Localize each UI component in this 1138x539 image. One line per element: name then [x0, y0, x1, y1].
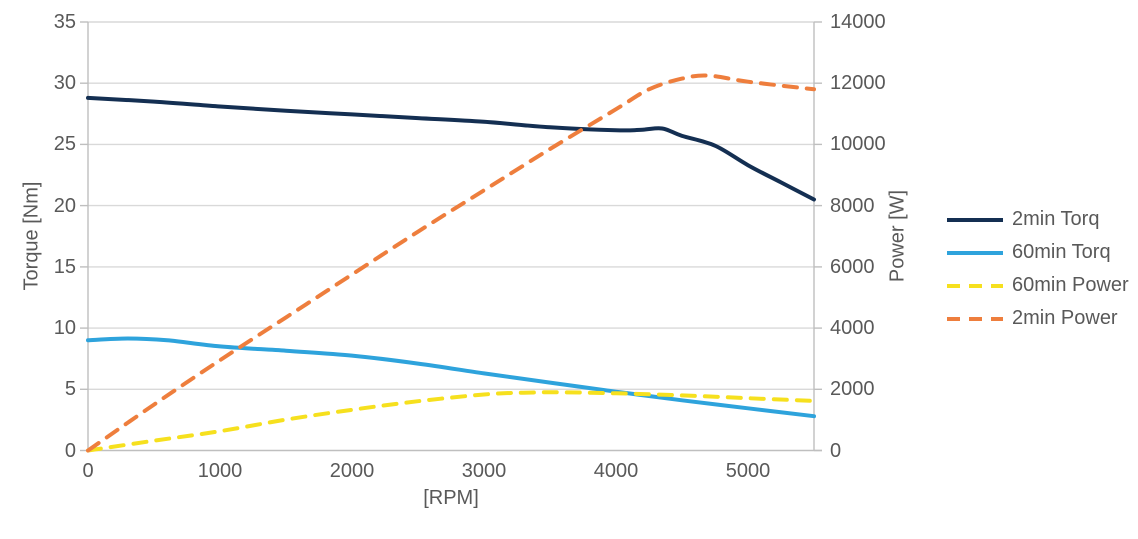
series-line-60min-power — [86, 390, 816, 453]
left-axis-tick-label: 10 — [53, 317, 76, 340]
left-axis-tick-label: 35 — [53, 11, 76, 33]
right-axis-tick-label: 4000 — [830, 317, 875, 340]
legend-label: 2min Torq — [1012, 208, 1100, 230]
legend-item-60min-torq: 60min Torq — [946, 236, 1129, 269]
legend-item-2min-torq: 2min Torq — [946, 203, 1129, 236]
right-axis-title: Power [W] — [886, 189, 909, 283]
left-axis-tick-label: 0 — [64, 439, 76, 462]
legend-label: 60min Torq — [1012, 241, 1111, 263]
legend-line-sample — [947, 283, 1003, 288]
x-axis-tick-label: 3000 — [461, 460, 507, 482]
legend-line-sample — [947, 316, 1003, 321]
left-axis-title: Torque [Nm] — [20, 181, 43, 291]
x-axis-tick-label: 4000 — [593, 460, 639, 482]
left-axis-tick-label: 25 — [53, 133, 76, 156]
left-axis-tick-label: 30 — [53, 72, 76, 95]
x-axis-tick-label: 5000 — [725, 460, 771, 482]
right-axis-tick-label: 14000 — [830, 11, 886, 33]
legend-label: 2min Power — [1012, 307, 1118, 329]
left-axis-tick-label: 15 — [53, 255, 76, 278]
right-axis-tick-label: 12000 — [830, 72, 886, 95]
right-axis-tick-label: 0 — [830, 439, 842, 462]
left-axis-tick-label: 5 — [64, 378, 76, 401]
legend-line-sample — [947, 250, 1003, 255]
legend-line-sample — [947, 217, 1003, 222]
series-line-2min-torq — [86, 95, 816, 202]
left-axis-tick-label: 20 — [53, 194, 76, 217]
x-axis-title: [RPM] — [423, 487, 479, 509]
right-axis-tick-label: 2000 — [830, 378, 875, 401]
legend-item-2min-power: 2min Power — [946, 302, 1129, 335]
legend-label: 60min Power — [1012, 274, 1129, 296]
x-axis-tick-label: 0 — [82, 460, 94, 482]
legend-item-60min-power: 60min Power — [946, 269, 1129, 302]
right-axis-tick-label: 10000 — [830, 133, 886, 156]
right-axis-tick-label: 6000 — [830, 255, 875, 278]
x-axis-tick-label: 2000 — [329, 460, 375, 482]
series-line-2min-power — [86, 73, 816, 453]
right-axis-tick-label: 8000 — [830, 194, 875, 217]
series-line-60min-torq — [86, 336, 816, 419]
x-axis-tick-label: 1000 — [197, 460, 243, 482]
legend: 2min Torq 60min Torq 60min Power 2min Power — [946, 203, 1129, 335]
